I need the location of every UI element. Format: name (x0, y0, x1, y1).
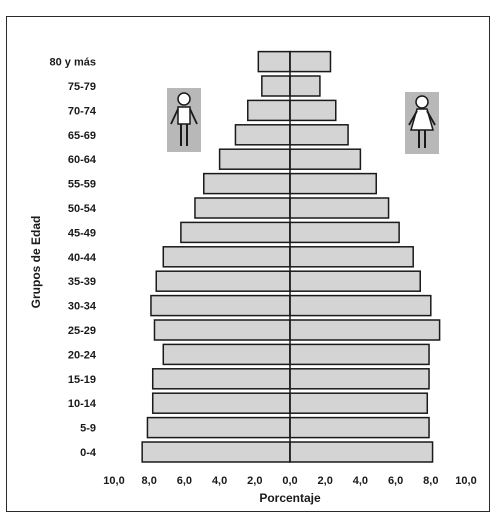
bar-right-65-69 (289, 124, 349, 146)
bar-left-25-29 (153, 319, 291, 341)
x-tick-label: 6,0 (177, 475, 192, 487)
bar-right-35-39 (289, 270, 421, 292)
bar-left-0-4 (141, 441, 291, 463)
bar-right-55-59 (289, 172, 377, 195)
bar-right-50-54 (289, 197, 390, 219)
x-tick-label: 4,0 (353, 475, 368, 487)
bar-left-10-14 (151, 392, 291, 414)
x-tick-label: 0,0 (282, 475, 297, 487)
category-label: 5-9 (80, 423, 96, 435)
category-label: 75-79 (68, 81, 96, 93)
category-label: 10-14 (68, 398, 97, 410)
bar-left-65-69 (234, 124, 291, 146)
bar-right-30-34 (289, 294, 432, 317)
bar-right-70-74 (289, 99, 337, 122)
x-tick-label: 2,0 (318, 475, 333, 487)
category-label: 30-34 (68, 301, 97, 313)
y-axis-title: Grupos de Edad (29, 216, 43, 309)
bar-right-10-14 (289, 392, 429, 414)
category-label: 15-19 (68, 374, 96, 386)
bar-right-0-4 (289, 441, 434, 463)
bar-left-20-24 (162, 343, 291, 366)
bar-left-80 y más (257, 50, 291, 73)
male-figure-icon (167, 88, 201, 152)
x-tick-label: 4,0 (212, 475, 227, 487)
bar-left-75-79 (261, 75, 291, 97)
bar-left-5-9 (146, 416, 291, 439)
bar-right-5-9 (289, 416, 430, 439)
x-axis-title: Porcentaje (259, 491, 321, 505)
bar-right-40-44 (289, 246, 414, 268)
x-tick-label: 2,0 (247, 475, 262, 487)
x-tick-label: 8,0 (142, 475, 157, 487)
bar-right-25-29 (289, 319, 441, 341)
category-label: 0-4 (80, 447, 97, 459)
bar-left-55-59 (203, 172, 291, 195)
bar-right-60-64 (289, 148, 362, 170)
x-tick-label: 10,0 (103, 475, 124, 487)
bar-left-35-39 (155, 270, 291, 292)
bar-right-75-79 (289, 75, 321, 97)
category-label: 20-24 (68, 349, 97, 361)
category-label: 35-39 (68, 276, 96, 288)
category-label: 65-69 (68, 130, 96, 142)
bar-left-30-34 (150, 294, 291, 317)
category-label: 40-44 (68, 252, 97, 264)
category-label: 60-64 (68, 154, 97, 166)
category-label: 70-74 (68, 105, 97, 117)
female-figure-icon (405, 92, 439, 154)
category-label: 25-29 (68, 325, 96, 337)
x-tick-label: 6,0 (388, 475, 403, 487)
bar-right-20-24 (289, 343, 430, 366)
category-label: 45-49 (68, 227, 96, 239)
x-tick-label: 10,0 (455, 475, 476, 487)
category-label: 80 y más (50, 57, 96, 69)
bar-right-80 y más (289, 50, 332, 73)
x-tick-label: 8,0 (423, 475, 438, 487)
category-label: 55-59 (68, 179, 96, 191)
bar-left-60-64 (218, 148, 291, 170)
bar-left-50-54 (194, 197, 291, 219)
category-label: 50-54 (68, 203, 97, 215)
bar-left-40-44 (162, 246, 291, 268)
bar-left-45-49 (180, 221, 291, 244)
bar-left-70-74 (247, 99, 291, 122)
bar-right-45-49 (289, 221, 400, 244)
bar-right-15-19 (289, 368, 430, 390)
bar-left-15-19 (151, 368, 291, 390)
